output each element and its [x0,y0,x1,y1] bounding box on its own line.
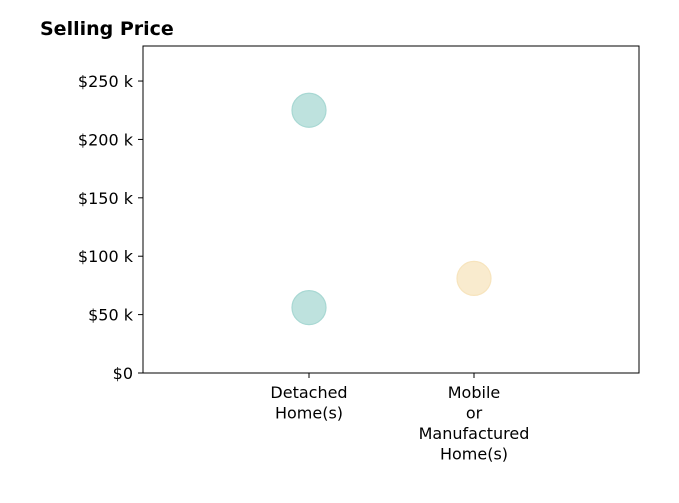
y-tick-label: $100 k [78,247,134,266]
x-tick-label: Manufactured [419,424,530,443]
y-tick-label: $0 [113,364,133,383]
y-tick-label: $50 k [88,306,134,325]
plot-frame [142,45,640,374]
y-axis: $0 $50 k $100 k $150 k $200 k $250 k [78,72,143,383]
chart-title: Selling Price [40,18,174,40]
x-tick-label: Mobile [448,383,500,402]
data-point [291,290,327,326]
data-points [291,92,492,326]
y-tick-label: $150 k [78,189,134,208]
x-tick-label: or [466,404,483,423]
plot-border [142,45,640,374]
x-tick-label: Home(s) [275,404,343,423]
x-tick-label: Home(s) [440,445,508,464]
data-point [291,92,327,128]
x-tick-label: Detached [270,383,347,402]
data-point [456,260,492,297]
y-tick-label: $250 k [78,72,134,91]
y-tick-label: $200 k [78,130,134,149]
